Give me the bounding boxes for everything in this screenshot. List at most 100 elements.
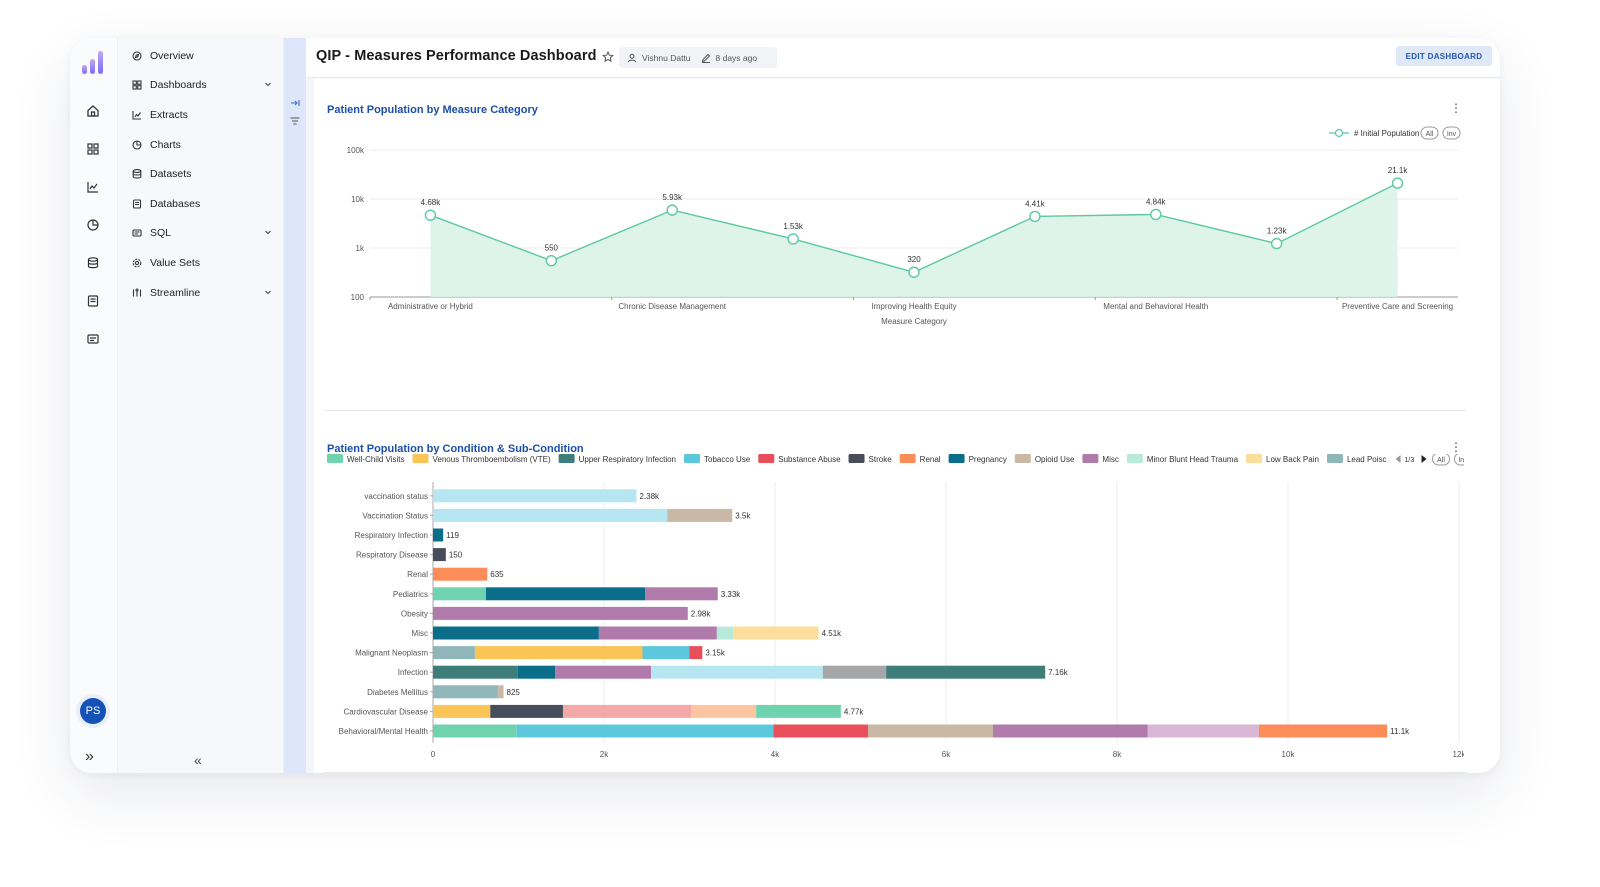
legend-next-icon[interactable] xyxy=(1421,455,1427,463)
filter-icon[interactable] xyxy=(289,114,301,126)
more-menu-icon[interactable]: ⋮ xyxy=(1450,101,1462,115)
sidebar-item-value-sets[interactable]: Value Sets xyxy=(130,252,272,274)
collapse-sidebar-icon[interactable]: « xyxy=(194,752,202,768)
sidebar-item-dashboards[interactable]: Dashboards xyxy=(130,74,272,96)
y-tick-label: Misc xyxy=(412,629,428,638)
legend-control-label: Inv xyxy=(1447,131,1457,138)
bar-segment xyxy=(598,626,717,640)
legend-prev-icon[interactable] xyxy=(1395,455,1401,463)
home-icon[interactable] xyxy=(84,102,102,120)
legend-control-pill xyxy=(1432,454,1451,466)
pencil-icon xyxy=(701,53,710,63)
legend-item[interactable]: Renal xyxy=(899,454,941,464)
filter-strip xyxy=(284,38,306,773)
chart-panel-measure-category: Patient Population by Measure Category ⋮… xyxy=(314,79,1500,414)
database-icon[interactable] xyxy=(84,254,102,272)
legend-item[interactable]: Minor Blunt Head Trauma xyxy=(1126,454,1239,464)
sidebar-item-streamline[interactable]: Streamline xyxy=(130,282,272,304)
legend-control-all[interactable]: All xyxy=(1432,454,1451,466)
panel-divider xyxy=(324,772,1466,773)
x-tick-label: 0 xyxy=(431,750,436,759)
legend-item[interactable]: Venous Thromboembolism (VTE) xyxy=(412,454,551,464)
legend-label: Substance Abuse xyxy=(778,455,841,464)
chart-line-icon[interactable] xyxy=(84,178,102,196)
bar-total-label: 3.5k xyxy=(735,511,751,520)
x-tick-label: 12k xyxy=(1453,750,1464,759)
bar-segment xyxy=(517,665,556,679)
sidebar-item-overview[interactable]: Overview xyxy=(130,45,272,67)
sidebar-nav: Overview Dashboards Extracts Charts Data… xyxy=(118,38,284,773)
app-logo[interactable] xyxy=(80,48,108,81)
bar-segment xyxy=(1147,724,1259,738)
bar-total-label: 119 xyxy=(446,531,459,540)
legend-item[interactable]: Stroke xyxy=(848,454,893,464)
chevron-down-icon[interactable] xyxy=(264,227,272,239)
y-tick-label: Diabetes Mellitus xyxy=(367,688,428,697)
legend-control-pill xyxy=(1442,126,1461,140)
star-icon[interactable] xyxy=(601,50,615,68)
legend-item[interactable]: Well-Child Visits xyxy=(327,454,405,464)
legend-control-label: All xyxy=(1437,457,1445,464)
page-title: QIP - Measures Performance Dashboard xyxy=(316,48,597,64)
dashboard-grid-icon[interactable] xyxy=(84,140,102,158)
sql-icon[interactable] xyxy=(84,330,102,348)
sidebar-item-databases[interactable]: Databases xyxy=(130,193,272,215)
chevron-down-icon[interactable] xyxy=(264,79,272,91)
file-icon xyxy=(130,199,144,209)
bar-segment xyxy=(433,665,518,679)
file-icon[interactable] xyxy=(84,292,102,310)
data-point xyxy=(787,233,799,245)
edit-dashboard-button[interactable]: EDIT DASHBOARD xyxy=(1396,46,1492,66)
y-tick-label: Cardiovascular Disease xyxy=(344,707,429,716)
y-tick-label: Infection xyxy=(398,668,428,677)
chevron-down-icon[interactable] xyxy=(264,287,272,299)
bar-segment xyxy=(433,567,488,581)
data-label: 4.84k xyxy=(1146,197,1167,206)
data-point xyxy=(545,255,558,267)
main-area: QIP - Measures Performance Dashboard Vis… xyxy=(306,38,1500,773)
legend-label: Stroke xyxy=(869,455,893,464)
x-tick-label: Chronic Disease Management xyxy=(618,302,726,311)
legend-item[interactable]: Pregnancy xyxy=(948,454,1007,464)
expand-icon[interactable]: » xyxy=(85,748,94,765)
sidebar-item-sql[interactable]: SQL xyxy=(130,222,272,244)
legend-item[interactable]: Misc xyxy=(1082,454,1119,464)
sidebar-item-label: Value Sets xyxy=(150,257,201,269)
y-tick-label: vaccination status xyxy=(364,492,428,501)
bar-segment xyxy=(667,508,733,522)
legend-control-all[interactable]: All xyxy=(1420,126,1439,140)
legend-item[interactable]: Low Back Pain xyxy=(1246,454,1319,464)
sidebar-item-extracts[interactable]: Extracts xyxy=(130,104,272,126)
data-point xyxy=(1270,237,1283,250)
more-menu-icon[interactable]: ⋮ xyxy=(1450,440,1462,454)
legend-item[interactable]: Upper Respiratory Infection xyxy=(558,454,676,464)
legend-control-inv[interactable]: Inv xyxy=(1442,126,1461,140)
legend-swatch xyxy=(899,454,916,463)
pie-chart-icon xyxy=(130,140,144,150)
bar-total-label: 4.51k xyxy=(822,629,843,638)
legend-label: Well-Child Visits xyxy=(347,455,405,464)
legend-item[interactable]: Tobacco Use xyxy=(684,454,751,464)
x-tick-label: Mental and Behavioral Health xyxy=(1103,302,1208,311)
expand-filters-icon[interactable] xyxy=(289,96,301,108)
legend-label: Pregnancy xyxy=(969,455,1007,464)
legend-swatch xyxy=(684,454,701,463)
user-avatar[interactable]: PS xyxy=(80,698,106,724)
sidebar-item-charts[interactable]: Charts xyxy=(130,134,272,156)
legend-control-inv[interactable]: Inv xyxy=(1454,454,1464,466)
legend-control-pill xyxy=(1454,454,1464,466)
sidebar-item-datasets[interactable]: Datasets xyxy=(130,163,272,185)
bar-total-label: 11.1k xyxy=(1390,727,1410,736)
bar-segment xyxy=(773,724,869,738)
data-point xyxy=(1391,177,1404,189)
bar-segment xyxy=(433,489,637,503)
legend-item[interactable]: Substance Abuse xyxy=(758,454,841,464)
data-label: 1.53k xyxy=(783,222,804,231)
database-icon xyxy=(130,169,144,179)
legend-item[interactable]: Lead Poisc xyxy=(1326,454,1387,464)
legend-control-pill xyxy=(1420,126,1439,140)
legend-swatch xyxy=(1326,454,1343,463)
pie-chart-icon[interactable] xyxy=(84,216,102,234)
legend-item[interactable]: Opioid Use xyxy=(1014,454,1075,464)
bar-segment xyxy=(555,665,652,679)
